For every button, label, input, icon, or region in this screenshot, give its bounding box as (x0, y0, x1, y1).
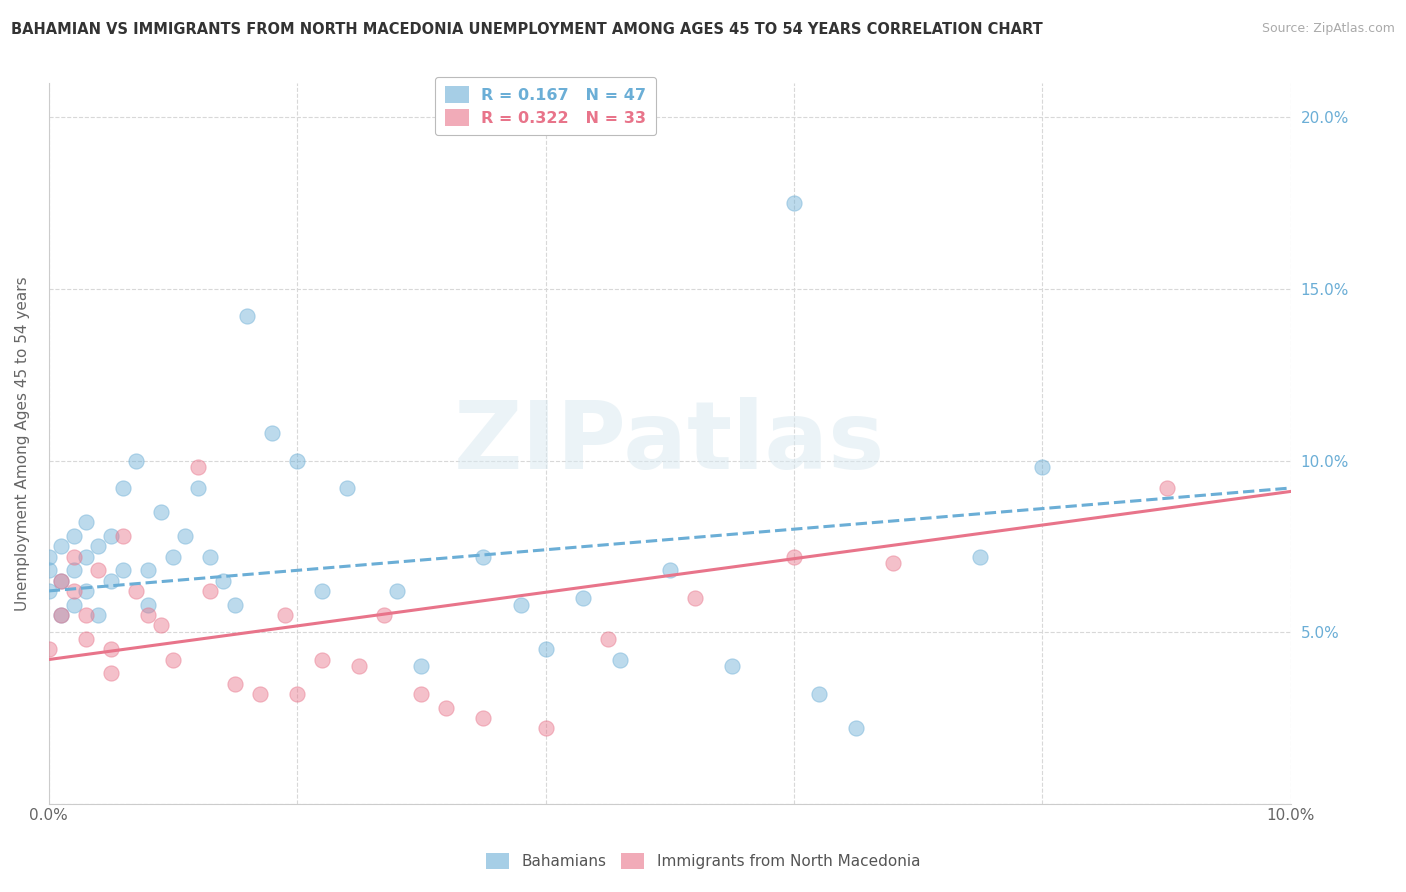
Point (534, 642, 557, 657)
Legend: R = 0.167   N = 47, R = 0.322   N = 33: R = 0.167 N = 47, R = 0.322 N = 33 (434, 77, 657, 136)
Point (38, 563, 60, 577)
Point (62, 583, 84, 598)
Point (38, 549, 60, 564)
Point (62, 598, 84, 612)
Point (472, 549, 495, 564)
Point (200, 583, 222, 598)
Point (534, 721, 557, 735)
Point (285, 453, 308, 467)
Point (783, 549, 806, 564)
Point (262, 426, 284, 441)
Point (249, 687, 271, 701)
Point (75, 607, 97, 622)
Point (162, 652, 184, 666)
Point (112, 529, 135, 543)
Point (609, 652, 631, 666)
Text: BAHAMIAN VS IMMIGRANTS FROM NORTH MACEDONIA UNEMPLOYMENT AMONG AGES 45 TO 54 YEA: BAHAMIAN VS IMMIGRANTS FROM NORTH MACEDO… (11, 22, 1043, 37)
Point (75, 516, 97, 530)
Point (62, 529, 84, 543)
Point (411, 687, 433, 701)
Legend: Bahamians, Immigrants from North Macedonia: Bahamians, Immigrants from North Macedon… (479, 847, 927, 875)
Y-axis label: Unemployment Among Ages 45 to 54 years: Unemployment Among Ages 45 to 54 years (15, 277, 30, 611)
Text: Source: ZipAtlas.com: Source: ZipAtlas.com (1261, 22, 1395, 36)
Point (807, 687, 830, 701)
Point (434, 700, 457, 714)
Point (349, 659, 371, 673)
Point (783, 196, 806, 211)
Point (1156, 481, 1178, 495)
Text: ZIPatlas: ZIPatlas (454, 398, 886, 490)
Point (1031, 460, 1053, 475)
Point (285, 687, 308, 701)
Point (596, 632, 619, 646)
Point (136, 607, 159, 622)
Point (658, 563, 681, 577)
Point (51, 574, 73, 588)
Point (87, 563, 110, 577)
Point (683, 591, 706, 605)
Point (236, 310, 259, 324)
Point (149, 505, 172, 519)
Point (149, 618, 172, 632)
Point (87, 539, 110, 553)
Point (51, 607, 73, 622)
Point (162, 549, 184, 564)
Point (385, 583, 408, 598)
Point (51, 574, 73, 588)
Point (211, 574, 233, 588)
Point (224, 598, 246, 612)
Point (187, 460, 209, 475)
Point (472, 711, 495, 725)
Point (38, 583, 60, 598)
Point (174, 529, 197, 543)
Point (311, 652, 333, 666)
Point (882, 557, 904, 571)
Point (75, 549, 97, 564)
Point (274, 607, 297, 622)
Point (100, 666, 122, 681)
Point (224, 676, 246, 690)
Point (75, 632, 97, 646)
Point (62, 549, 84, 564)
Point (136, 598, 159, 612)
Point (572, 591, 595, 605)
Point (509, 598, 531, 612)
Point (112, 481, 135, 495)
Point (75, 583, 97, 598)
Point (51, 539, 73, 553)
Point (136, 563, 159, 577)
Point (38, 642, 60, 657)
Point (200, 549, 222, 564)
Point (336, 481, 359, 495)
Point (100, 642, 122, 657)
Point (125, 453, 148, 467)
Point (373, 607, 395, 622)
Point (969, 549, 991, 564)
Point (112, 563, 135, 577)
Point (187, 481, 209, 495)
Point (100, 574, 122, 588)
Point (411, 659, 433, 673)
Point (62, 563, 84, 577)
Point (845, 721, 868, 735)
Point (721, 659, 744, 673)
Point (51, 607, 73, 622)
Point (87, 607, 110, 622)
Point (311, 583, 333, 598)
Point (125, 583, 148, 598)
Point (100, 529, 122, 543)
